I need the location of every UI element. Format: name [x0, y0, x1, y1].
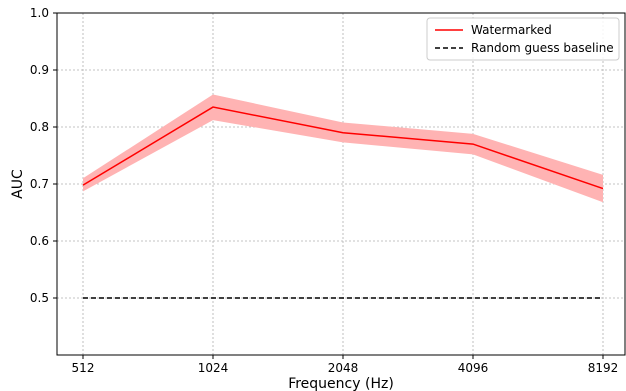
x-tick-label: 8192 [588, 361, 619, 375]
confidence-band-series-0 [83, 94, 603, 203]
x-tick-label: 4096 [458, 361, 489, 375]
series-lines [82, 106, 604, 299]
y-tick-label: 0.8 [30, 120, 49, 134]
confidence-bands [83, 94, 603, 203]
y-axis-label: AUC [10, 169, 26, 199]
legend-entry-label: Watermarked [471, 23, 552, 37]
y-tick-label: 0.6 [30, 234, 49, 248]
legend-box [426, 17, 620, 61]
x-axis-ticks: 512 1024 2048 4096 8192 [72, 355, 619, 375]
x-tick-label: 1024 [198, 361, 229, 375]
x-tick-label: 512 [72, 361, 95, 375]
grid-lines [57, 13, 625, 355]
legend: Watermarked Random guess baseline [426, 17, 620, 61]
y-tick-label: 0.5 [30, 291, 49, 305]
x-tick-label: 2048 [328, 361, 359, 375]
legend-entry-label: Random guess baseline [471, 41, 614, 55]
y-tick-label: 0.7 [30, 177, 49, 191]
series-line-0 [82, 106, 604, 190]
y-tick-label: 1.0 [30, 6, 49, 20]
x-axis-label: Frequency (Hz) [288, 376, 394, 391]
y-tick-label: 0.9 [30, 63, 49, 77]
y-axis-ticks: 0.5 0.6 0.7 0.8 0.9 1.0 [30, 6, 57, 305]
